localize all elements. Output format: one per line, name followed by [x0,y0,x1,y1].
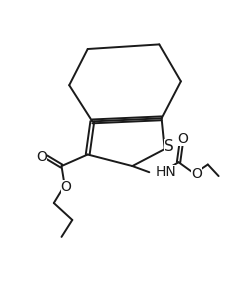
Text: O: O [190,167,201,181]
Text: O: O [176,132,187,146]
Text: O: O [36,150,47,164]
Text: HN: HN [155,165,175,179]
Text: S: S [163,139,173,154]
Text: O: O [60,180,71,194]
